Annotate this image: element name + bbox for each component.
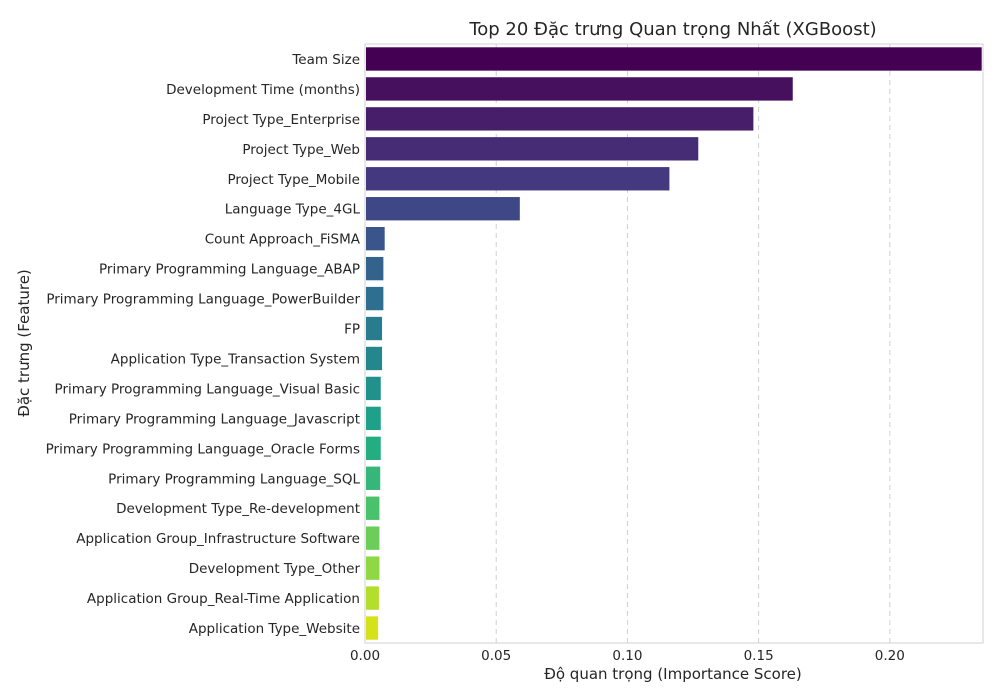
bar	[366, 286, 384, 311]
x-tick-labels: 0.00 0.05 0.10 0.15 0.20	[350, 648, 905, 664]
x-tick-label: 0.20	[875, 648, 905, 664]
bar	[366, 47, 982, 71]
bar	[366, 496, 380, 520]
bar	[366, 77, 793, 101]
y-tick-label: Project Type_Web	[242, 142, 360, 158]
x-tick-label: 0.00	[350, 648, 380, 664]
y-tick-labels: Team Size Development Time (months) Projec…	[46, 52, 361, 637]
y-tick-label: Application Type_Transaction System	[111, 351, 360, 367]
x-tick-label: 0.10	[612, 648, 642, 664]
y-tick-label: Application Group_Real-Time Application	[87, 591, 360, 607]
grid-lines	[495, 44, 891, 643]
y-tick-label: FP	[344, 322, 360, 338]
y-tick-label: Language Type_4GL	[225, 202, 361, 218]
bar	[366, 137, 699, 161]
bar	[366, 436, 381, 461]
y-tick-label: Project Type_Enterprise	[202, 112, 360, 128]
plot-frame	[364, 43, 984, 644]
bars	[366, 47, 982, 640]
y-tick-label: Primary Programming Language_Javascript	[69, 411, 360, 427]
bar	[366, 346, 383, 371]
y-tick-label: Application Group_Infrastructure Softwar…	[76, 531, 360, 547]
bar	[366, 226, 385, 251]
y-tick-label: Primary Programming Language_Visual Basi…	[55, 381, 360, 397]
y-tick-label: Primary Programming Language_SQL	[108, 471, 360, 487]
bar	[366, 556, 380, 580]
y-tick-label: Count Approach_FiSMA	[205, 232, 361, 248]
y-tick-label: Application Type_Website	[189, 621, 360, 637]
y-tick-label: Primary Programming Language_PowerBuilde…	[46, 292, 360, 308]
y-tick-label: Team Size	[291, 52, 360, 68]
bar	[366, 616, 379, 640]
x-tick-label: 0.15	[744, 648, 774, 664]
y-tick-label: Development Time (months)	[166, 82, 360, 98]
y-axis-label: Đặc trưng (Feature)	[15, 269, 33, 417]
y-tick-label: Primary Programming Language_ABAP	[99, 262, 360, 278]
bar	[366, 316, 383, 341]
bar	[366, 406, 381, 431]
y-tick-label: Development Type_Re-development	[116, 501, 360, 517]
bar	[366, 197, 520, 221]
bar	[366, 466, 381, 490]
plot-area: Team Size Development Time (months) Projec…	[46, 43, 984, 664]
bar	[366, 167, 670, 191]
x-axis-label: Độ quan trọng (Importance Score)	[544, 665, 802, 683]
bar	[366, 256, 384, 281]
chart-title: Top 20 Đặc trưng Quan trọng Nhất (XGBoos…	[468, 19, 876, 40]
bar	[366, 526, 380, 550]
bar	[366, 107, 754, 131]
y-tick-label: Primary Programming Language_Oracle Form…	[46, 441, 360, 457]
x-tick-label: 0.05	[481, 648, 511, 664]
bar	[366, 376, 381, 401]
y-tick-label: Project Type_Mobile	[227, 172, 360, 188]
bar	[366, 586, 379, 610]
y-tick-label: Development Type_Other	[189, 561, 361, 577]
